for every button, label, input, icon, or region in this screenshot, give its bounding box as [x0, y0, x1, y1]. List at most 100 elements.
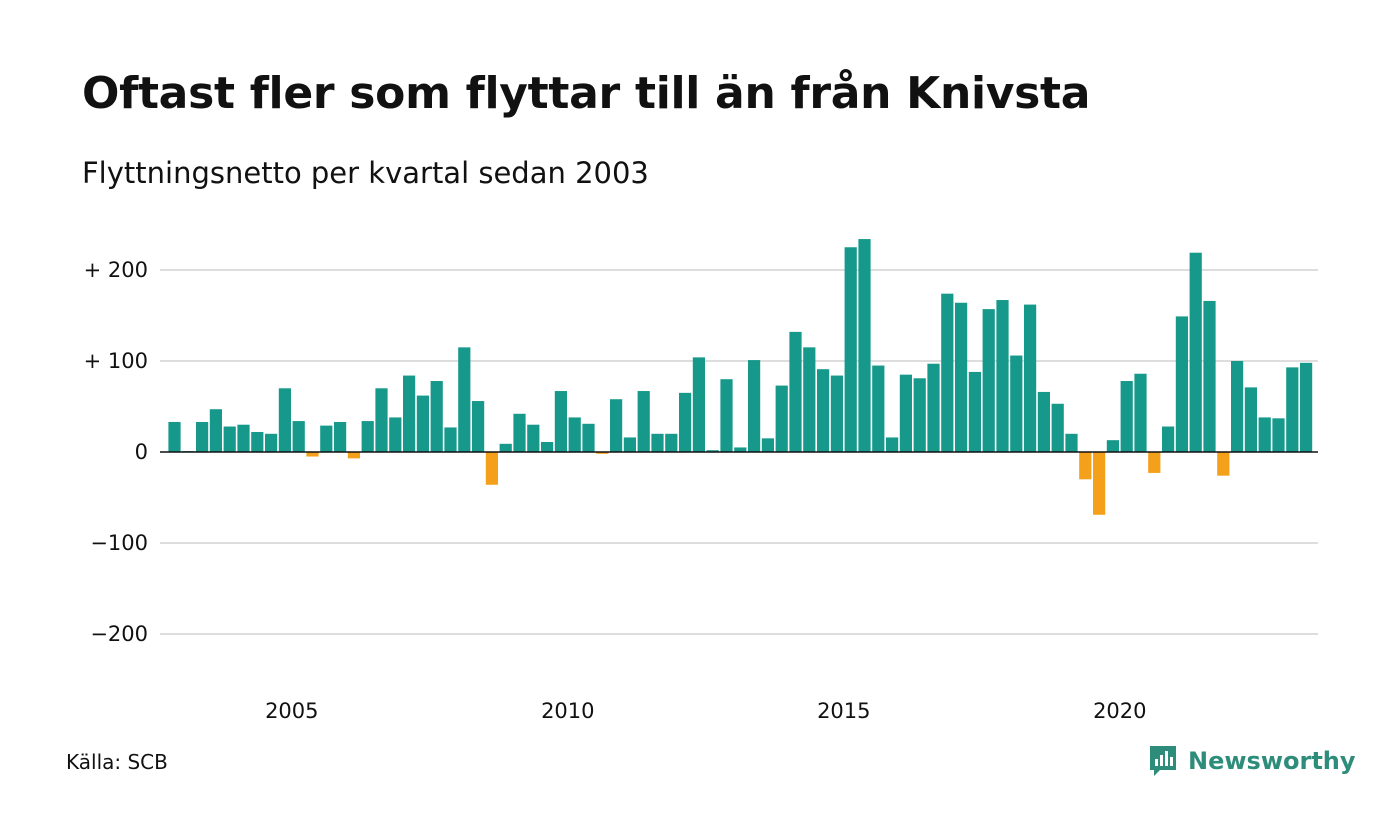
axes: + 200 + 100 0 −100 −200 2005 2010 2015 2020 [84, 258, 1318, 723]
bar [1093, 452, 1106, 515]
bar [1286, 367, 1299, 452]
bar [1148, 452, 1161, 473]
bar [775, 385, 788, 452]
bar [858, 239, 871, 452]
bar [1010, 355, 1023, 452]
bar [596, 452, 609, 454]
bar [485, 452, 498, 485]
bar [347, 452, 360, 459]
bar [872, 365, 885, 452]
bar [968, 371, 981, 452]
bar [237, 424, 250, 452]
bar [761, 438, 774, 452]
bar [554, 391, 567, 452]
bar [610, 399, 623, 452]
bar [637, 391, 650, 452]
bar [1024, 304, 1037, 452]
bar [1120, 381, 1133, 452]
bars [168, 239, 1313, 515]
bar [389, 417, 402, 452]
bar [996, 300, 1009, 452]
bar [334, 421, 347, 452]
bar [472, 401, 485, 452]
bar [1217, 452, 1230, 476]
bar [527, 424, 540, 452]
bar [444, 427, 457, 452]
bar [886, 437, 899, 452]
bar [1162, 426, 1175, 452]
bar [1231, 361, 1244, 452]
bar [430, 381, 443, 452]
chart-title: Oftast fler som flyttar till än från Kni… [82, 68, 1091, 119]
bar [830, 375, 843, 452]
x-tick-label: 2015 [817, 699, 870, 723]
bar [748, 360, 761, 452]
bar [209, 409, 222, 452]
bar [251, 431, 264, 452]
y-tick-label: 0 [135, 440, 148, 464]
bar [1244, 387, 1257, 452]
y-tick-label: −200 [90, 622, 148, 646]
bar [941, 293, 954, 452]
bar [541, 441, 554, 452]
x-tick-label: 2005 [265, 699, 318, 723]
x-tick-label: 2010 [541, 699, 594, 723]
bar [1065, 433, 1078, 452]
bar [499, 443, 512, 452]
bar [927, 363, 940, 452]
bar [1300, 362, 1313, 452]
brand-logo: Newsworthy [1148, 744, 1356, 778]
bar [416, 395, 429, 452]
bar [458, 347, 471, 452]
bar [513, 413, 526, 452]
bar [803, 347, 816, 452]
brand-name: Newsworthy [1188, 747, 1356, 775]
bar [817, 369, 830, 452]
bar [734, 447, 747, 452]
bar [1106, 440, 1119, 452]
bar [1272, 418, 1285, 452]
bar [568, 417, 581, 452]
bar [665, 433, 678, 452]
bar [582, 423, 595, 452]
bar [320, 425, 333, 452]
bar [265, 433, 278, 452]
bar [844, 247, 857, 452]
bar [692, 357, 705, 452]
bar [278, 388, 291, 452]
bar [982, 309, 995, 452]
bar [1203, 300, 1216, 452]
bar [361, 421, 374, 452]
bar [1134, 373, 1147, 452]
bar [706, 450, 719, 452]
bar [375, 388, 388, 452]
newsworthy-chart-logo-icon [1150, 746, 1176, 776]
bar [196, 421, 209, 452]
bar [1175, 316, 1188, 452]
bar [223, 426, 236, 452]
bar [1258, 417, 1271, 452]
bar [955, 302, 968, 452]
bar [1051, 403, 1064, 452]
y-tick-label: −100 [90, 531, 148, 555]
bar [623, 437, 636, 452]
chart-subtitle: Flyttningsnetto per kvartal sedan 2003 [82, 156, 649, 190]
bar [913, 378, 926, 452]
bar [789, 331, 802, 452]
y-tick-label: + 200 [84, 258, 148, 282]
bar [899, 374, 912, 452]
source-note: Källa: SCB [66, 750, 168, 774]
bar [1189, 252, 1202, 452]
bar [720, 379, 733, 452]
bar [306, 452, 319, 457]
y-tick-label: + 100 [84, 349, 148, 373]
bar [292, 421, 305, 452]
bar [403, 375, 416, 452]
bar [651, 433, 664, 452]
bar [679, 392, 692, 452]
bar [1037, 391, 1050, 452]
bar [168, 421, 181, 452]
bar [1079, 452, 1092, 480]
x-tick-label: 2020 [1093, 699, 1146, 723]
